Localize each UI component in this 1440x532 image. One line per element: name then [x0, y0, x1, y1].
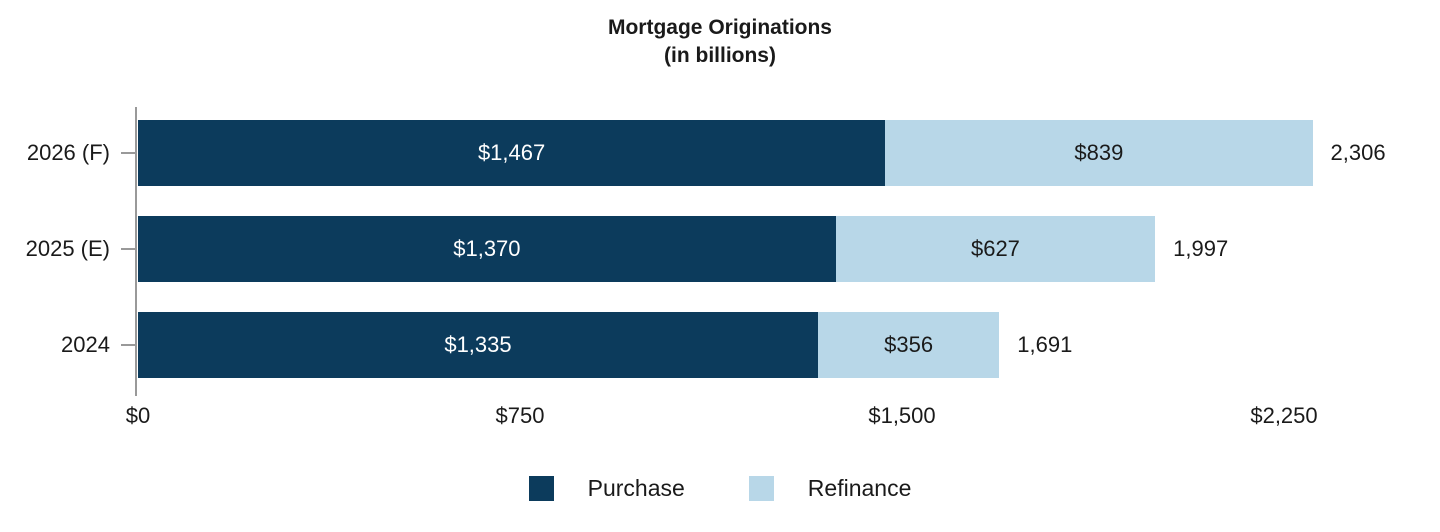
y-axis-line [135, 107, 137, 396]
legend-swatch-refinance [748, 476, 774, 501]
legend-item-refinance: Refinance [748, 475, 912, 502]
x-axis-tick-label: $2,250 [1250, 403, 1318, 428]
category-label: 2025 (E) [25, 236, 110, 261]
bar-segment-purchase: $1,467 [138, 120, 886, 186]
segment-value-label: $356 [884, 332, 934, 357]
segment-value-label: $1,370 [453, 236, 521, 261]
segment-value-label: $839 [1074, 140, 1124, 165]
category-label: 2026 (F) [26, 140, 110, 165]
bar-row: 2025 (E) $1,370 $627 1,997 [0, 216, 1440, 282]
chart-subtitle: (in billions) [664, 44, 776, 67]
x-axis-tick-label: $1,500 [868, 403, 936, 428]
legend-label: Refinance [807, 475, 912, 501]
segment-value-label: $1,335 [444, 332, 512, 357]
x-axis-tick-label: $750 [495, 403, 545, 428]
bar-row: 2026 (F) $1,467 $839 2,306 [0, 120, 1440, 186]
y-axis-tick [121, 344, 135, 346]
bar-segment-refinance: $627 [835, 216, 1156, 282]
segment-value-label: $1,467 [477, 140, 546, 165]
bar-segment-purchase: $1,335 [138, 312, 818, 378]
bar-segment-refinance: $839 [885, 120, 1313, 186]
segment-value-label: $627 [970, 236, 1020, 261]
legend-label: Purchase [587, 475, 685, 501]
bar-segment-purchase: $1,370 [138, 216, 836, 282]
bar-row: 2024 $1,335 $356 1,691 [0, 312, 1440, 378]
total-label: 1,997 [1173, 236, 1229, 261]
chart-title: Mortgage Originations [607, 16, 832, 39]
y-axis-tick [121, 248, 135, 250]
y-axis-tick [121, 152, 135, 154]
category-label: 2024 [61, 332, 110, 357]
total-label: 1,691 [1017, 332, 1073, 357]
legend-swatch-purchase [528, 476, 554, 501]
bar-segment-refinance: $356 [817, 312, 1000, 378]
total-label: 2,306 [1330, 140, 1386, 165]
legend: Purchase Refinance [0, 475, 1440, 502]
legend-item-purchase: Purchase [528, 475, 685, 502]
x-axis-tick-label: $0 [125, 403, 151, 428]
chart-title-block: Mortgage Originations (in billions) [0, 14, 1440, 70]
